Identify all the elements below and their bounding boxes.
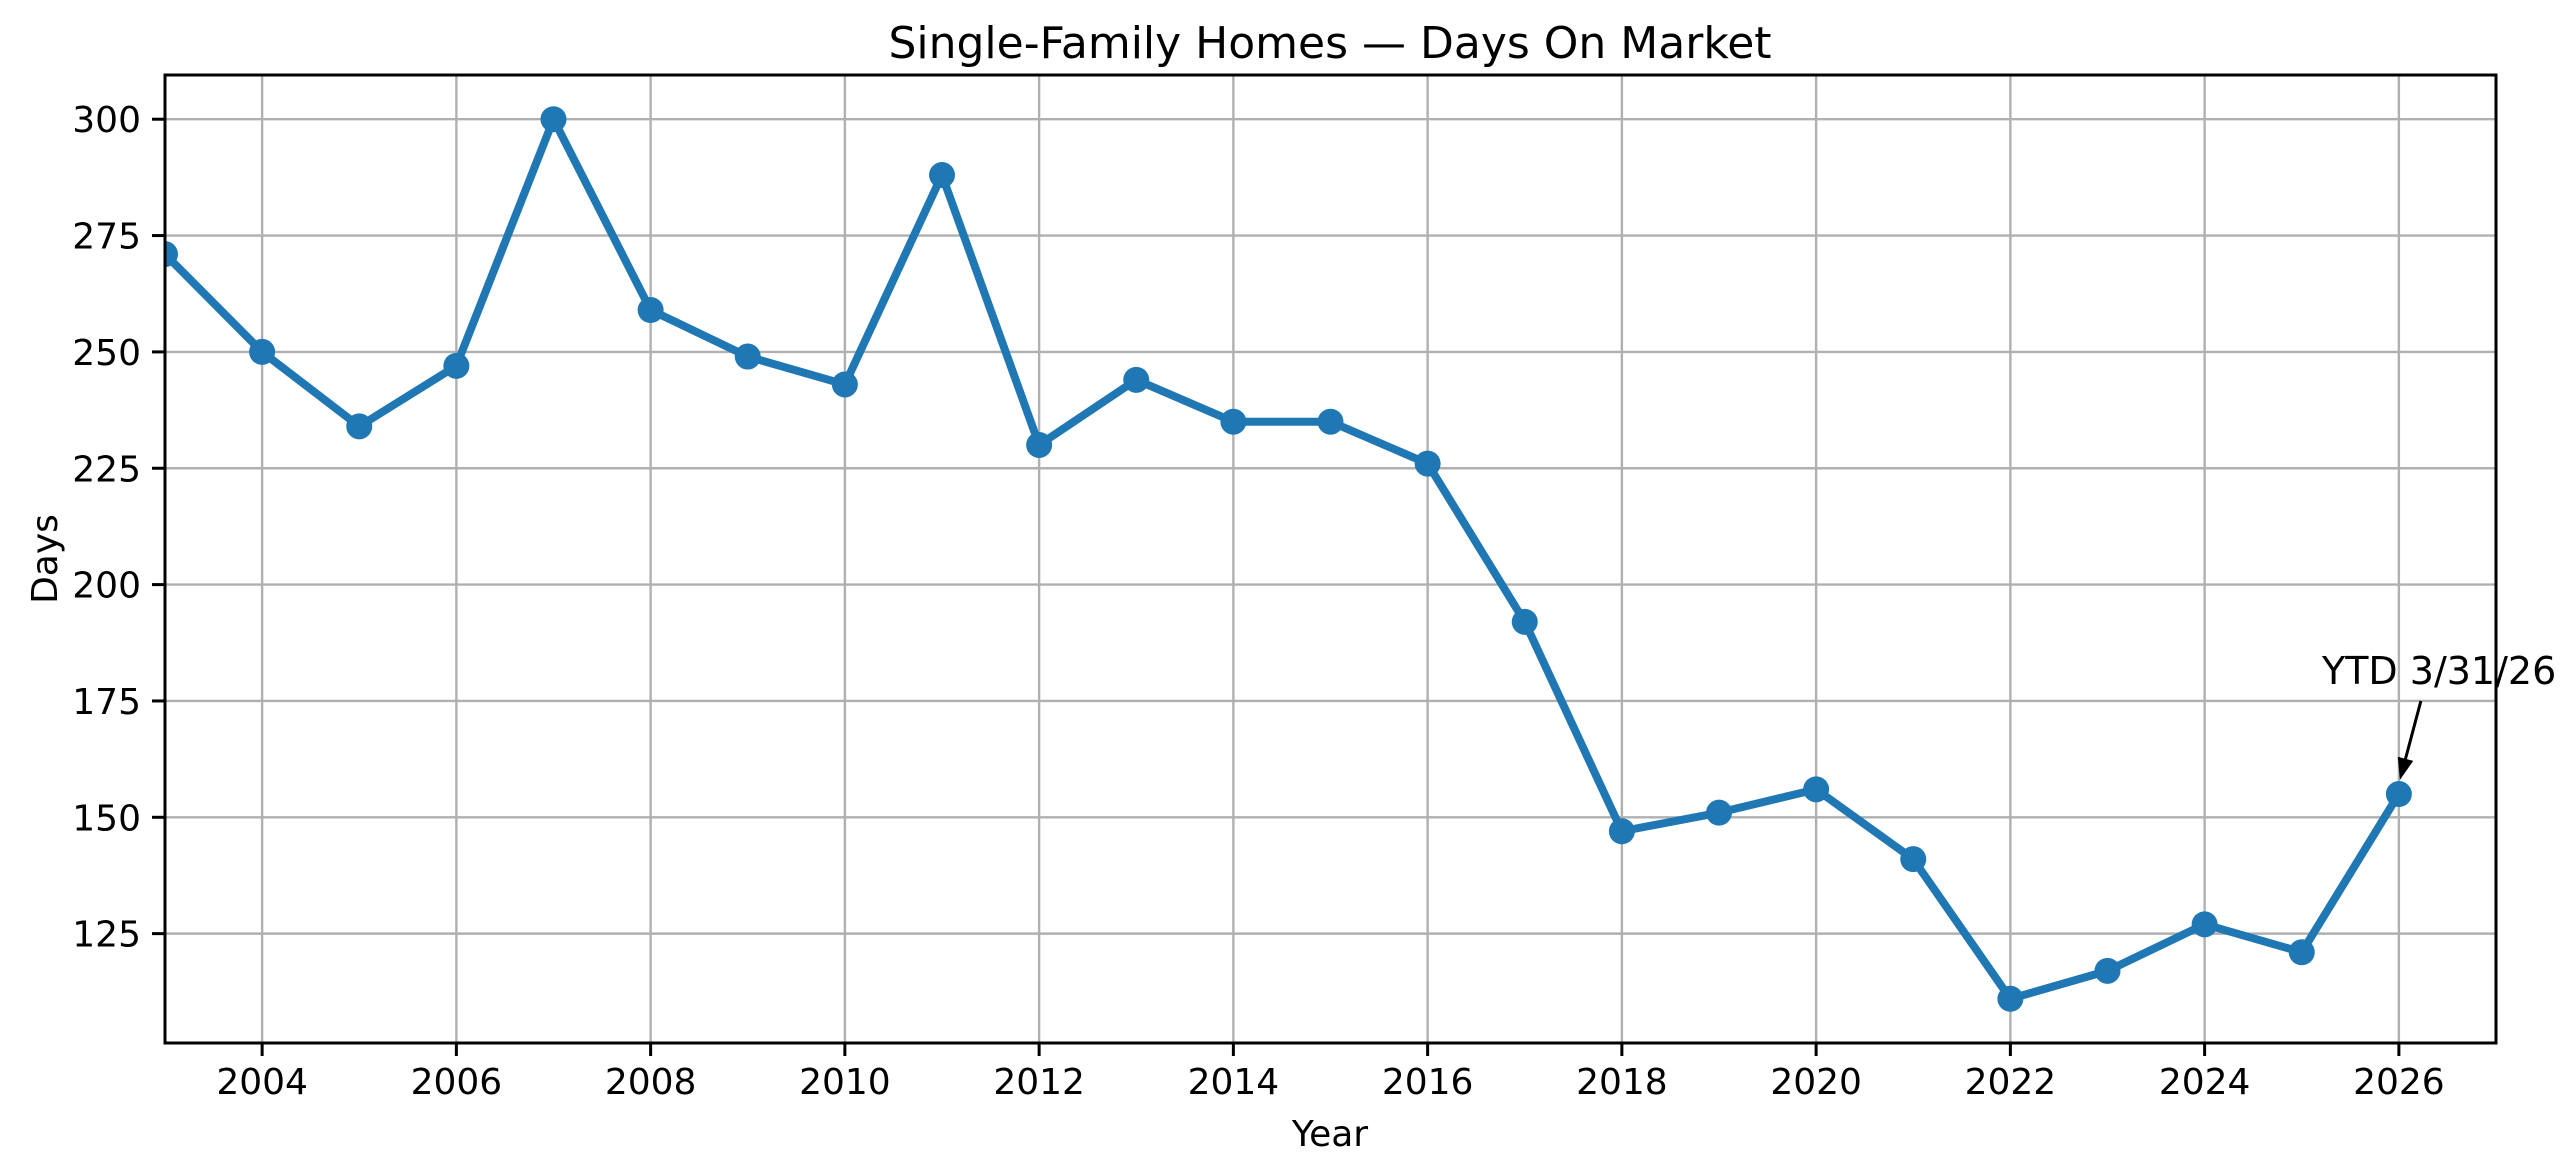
y-tick-label: 200 [72, 566, 141, 607]
annotation-arrow-icon [2397, 700, 2423, 781]
x-tick-label: 2024 [2159, 1062, 2251, 1103]
x-tick-label: 2004 [216, 1062, 308, 1103]
data-point-marker [165, 241, 178, 268]
data-point-marker [1026, 431, 1053, 458]
x-tick-label: 2014 [1188, 1062, 1280, 1103]
data-point-marker [1220, 408, 1247, 435]
chart-title: Single-Family Homes — Days On Market [888, 18, 1771, 69]
data-point-marker [1900, 846, 1927, 873]
y-tick-label: 250 [72, 333, 141, 374]
y-tick-label: 125 [72, 915, 141, 956]
x-tick-label: 2018 [1576, 1062, 1668, 1103]
y-tick-label: 175 [72, 682, 141, 723]
y-tick-label: 300 [72, 100, 141, 141]
x-tick-label: 2010 [799, 1062, 891, 1103]
data-point-marker [637, 297, 664, 324]
trend-line [165, 115, 2403, 1003]
x-tick-label: 2020 [1770, 1062, 1862, 1103]
data-point-marker [1511, 608, 1538, 635]
data-point-marker [1706, 799, 1732, 826]
x-tick-label: 2026 [2353, 1062, 2445, 1103]
data-point-marker [929, 162, 955, 189]
x-tick-label: 2016 [1382, 1062, 1474, 1103]
data-point-marker [1317, 408, 1344, 435]
annotation-text: YTD 3/31/26 [2321, 649, 2556, 693]
x-tick-label: 2012 [993, 1062, 1085, 1103]
plot-border [163, 73, 2498, 1045]
annotation-ytd: YTD 3/31/26 [2321, 649, 2556, 781]
data-point-marker [1414, 450, 1441, 477]
x-tick-label: 2008 [605, 1062, 697, 1103]
data-point-marker [831, 371, 858, 398]
data-point-marker [249, 338, 276, 365]
series-layer [165, 106, 2412, 1012]
data-point-marker [2094, 957, 2121, 984]
y-tick-label: 150 [72, 798, 141, 839]
annotation-arrow-head [2397, 756, 2414, 781]
data-point-marker [2385, 781, 2412, 808]
y-tick-label: 275 [72, 217, 141, 258]
data-point-marker [346, 413, 373, 440]
y-axis-label: Days [25, 514, 66, 604]
data-point-marker [1997, 985, 2024, 1012]
data-point-marker [1803, 776, 1830, 803]
data-point-marker [2191, 911, 2218, 938]
data-point-marker [734, 343, 761, 370]
grid-layer [165, 75, 2496, 1043]
x-tick-label: 2006 [411, 1062, 503, 1103]
data-point-marker [2288, 939, 2315, 966]
data-point-marker [443, 352, 470, 379]
axes-layer: 2004 2006 2008 2010 2012 2014 2016 2018 2020 2022… [72, 73, 2498, 1103]
data-point-marker [1608, 818, 1635, 845]
y-tick-label: 225 [72, 449, 141, 490]
data-point-marker [1123, 366, 1150, 393]
data-point-marker [540, 106, 567, 133]
x-axis-label: Year [1291, 1114, 1368, 1155]
x-tick-label: 2022 [1965, 1062, 2057, 1103]
annotation-arrow-shaft [2403, 700, 2423, 764]
